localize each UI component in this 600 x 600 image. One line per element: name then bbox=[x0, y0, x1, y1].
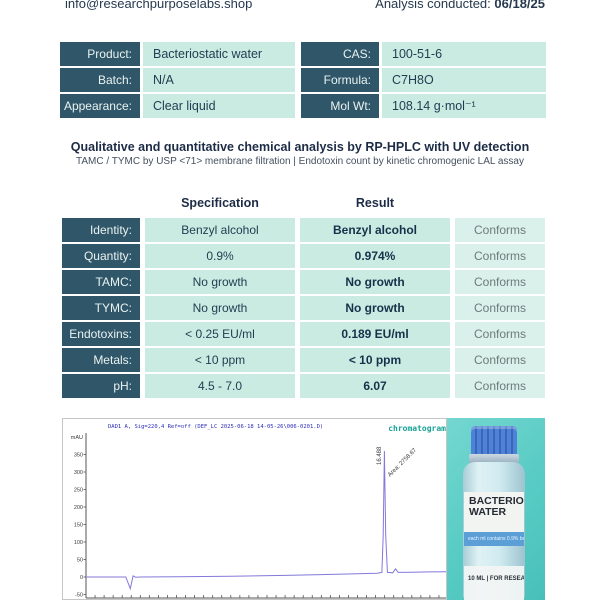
y-axis-tick-label: 50 bbox=[77, 558, 83, 564]
vial-cap bbox=[471, 426, 517, 456]
y-axis-tick-label: 300 bbox=[74, 470, 83, 476]
row-specification: 0.9% bbox=[145, 244, 295, 268]
table-row: Batch: N/A Formula: C7H8O bbox=[60, 68, 546, 92]
vial-product-name: BACTERIOSTATICWATER bbox=[469, 495, 524, 518]
y-axis-tick-label: 150 bbox=[74, 523, 83, 529]
chromatogram-signal-title: DAD1 A, Sig=220,4 Ref=off (DEF_LC 2025-0… bbox=[108, 424, 323, 430]
row-specification: < 0.25 EU/ml bbox=[145, 322, 295, 346]
analysis-date-line: Analysis conducted: 06/18/25 bbox=[375, 0, 545, 11]
table-row: Product: Bacteriostatic water CAS: 100-5… bbox=[60, 42, 546, 66]
y-axis-tick-label: 100 bbox=[74, 540, 83, 546]
page-header: info@researchpurposelabs.shop Analysis c… bbox=[0, 0, 600, 14]
y-axis-tick-label: 0 bbox=[80, 575, 83, 581]
y-axis-unit-label: mAU bbox=[71, 435, 83, 441]
section-title: Qualitative and quantitative chemical an… bbox=[70, 140, 530, 154]
appearance-value: Clear liquid bbox=[143, 94, 295, 118]
appearance-label: Appearance: bbox=[60, 94, 140, 118]
table-row: pH: 4.5 - 7.0 6.07 Conforms bbox=[62, 374, 545, 398]
row-label: Metals: bbox=[62, 348, 140, 372]
y-axis-tick-label: 200 bbox=[74, 505, 83, 511]
vial-label: BACTERIOSTATICWATER each ml contains 0.9… bbox=[464, 492, 524, 546]
status-badge: Conforms bbox=[455, 270, 545, 294]
results-column-headers: Specification Result bbox=[0, 196, 600, 212]
table-row: TYMC: No growth No growth Conforms bbox=[62, 296, 545, 320]
row-result: 0.189 EU/ml bbox=[300, 322, 450, 346]
analysis-date-label: Analysis conducted: bbox=[375, 0, 495, 11]
chromatogram-corner-label: chromatogram bbox=[388, 424, 446, 433]
row-result: 0.974% bbox=[300, 244, 450, 268]
row-result: 6.07 bbox=[300, 374, 450, 398]
cas-label: CAS: bbox=[301, 42, 379, 66]
y-axis-tick-label: 250 bbox=[74, 488, 83, 494]
row-specification: 4.5 - 7.0 bbox=[145, 374, 295, 398]
row-specification: No growth bbox=[145, 296, 295, 320]
row-result: No growth bbox=[300, 270, 450, 294]
molwt-value: 108.14 g·mol⁻¹ bbox=[382, 94, 546, 118]
table-row: Metals: < 10 ppm < 10 ppm Conforms bbox=[62, 348, 545, 372]
table-row: TAMC: No growth No growth Conforms bbox=[62, 270, 545, 294]
specification-column-header: Specification bbox=[181, 196, 259, 210]
product-vial-photo: BACTERIOSTATICWATER each ml contains 0.9… bbox=[447, 418, 545, 600]
chromatogram-panel: DAD1 A, Sig=220,4 Ref=off (DEF_LC 2025-0… bbox=[62, 418, 447, 600]
row-result: No growth bbox=[300, 296, 450, 320]
row-label: Quantity: bbox=[62, 244, 140, 268]
table-row: Appearance: Clear liquid Mol Wt: 108.14 … bbox=[60, 94, 546, 118]
status-badge: Conforms bbox=[455, 244, 545, 268]
status-badge: Conforms bbox=[455, 348, 545, 372]
row-result: Benzyl alcohol bbox=[300, 218, 450, 242]
status-badge: Conforms bbox=[455, 296, 545, 320]
row-label: TAMC: bbox=[62, 270, 140, 294]
row-specification: Benzyl alcohol bbox=[145, 218, 295, 242]
y-axis-tick-label: 350 bbox=[74, 453, 83, 459]
table-row: Quantity: 0.9% 0.974% Conforms bbox=[62, 244, 545, 268]
row-label: TYMC: bbox=[62, 296, 140, 320]
peak-retention-time-label: 16.488 bbox=[377, 446, 383, 465]
row-result: < 10 ppm bbox=[300, 348, 450, 372]
section-subtitle: TAMC / TYMC by USP <71> membrane filtrat… bbox=[76, 156, 524, 167]
vial-neck-seal bbox=[469, 454, 519, 464]
chromatogram-trace bbox=[86, 450, 446, 591]
peak-area-label: Area: 2758.67 bbox=[387, 447, 418, 478]
product-info-table: Product: Bacteriostatic water CAS: 100-5… bbox=[60, 42, 546, 118]
row-label: pH: bbox=[62, 374, 140, 398]
table-row: Endotoxins: < 0.25 EU/ml 0.189 EU/ml Con… bbox=[62, 322, 545, 346]
row-label: Identity: bbox=[62, 218, 140, 242]
product-label: Product: bbox=[60, 42, 140, 66]
status-badge: Conforms bbox=[455, 218, 545, 242]
row-specification: No growth bbox=[145, 270, 295, 294]
molwt-label: Mol Wt: bbox=[301, 94, 379, 118]
batch-label: Batch: bbox=[60, 68, 140, 92]
status-badge: Conforms bbox=[455, 322, 545, 346]
vial-label-bottom: 10 ML | FOR RESEARCH bbox=[464, 566, 524, 600]
formula-label: Formula: bbox=[301, 68, 379, 92]
contact-email: info@researchpurposelabs.shop bbox=[65, 0, 253, 11]
formula-value: C7H8O bbox=[382, 68, 546, 92]
vial-label-band: each ml contains 0.9% benzyl bbox=[464, 532, 524, 546]
row-label: Endotoxins: bbox=[62, 322, 140, 346]
vial-volume-text: 10 ML | FOR RESEARCH bbox=[468, 576, 524, 582]
results-table: Identity: Benzyl alcohol Benzyl alcohol … bbox=[62, 218, 545, 398]
result-column-header: Result bbox=[355, 196, 395, 210]
table-row: Identity: Benzyl alcohol Benzyl alcohol … bbox=[62, 218, 545, 242]
batch-value: N/A bbox=[143, 68, 295, 92]
chromatogram-plot: DAD1 A, Sig=220,4 Ref=off (DEF_LC 2025-0… bbox=[71, 424, 446, 599]
analysis-date-value: 06/18/25 bbox=[494, 0, 545, 11]
row-specification: < 10 ppm bbox=[145, 348, 295, 372]
cas-value: 100-51-6 bbox=[382, 42, 546, 66]
product-value: Bacteriostatic water bbox=[143, 42, 295, 66]
status-badge: Conforms bbox=[455, 374, 545, 398]
y-axis-tick-label: -50 bbox=[75, 593, 83, 599]
